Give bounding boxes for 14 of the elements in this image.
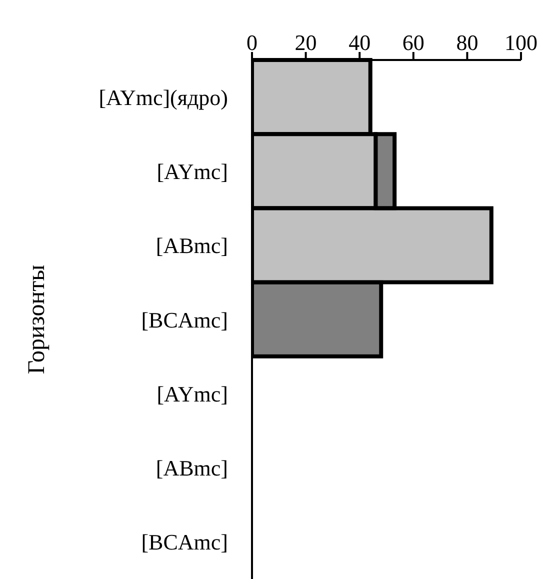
y-tick-label: [AYmc] — [156, 381, 228, 406]
x-tick-label: 100 — [504, 30, 538, 55]
y-tick-label: [BCAmc] — [141, 530, 228, 555]
y-tick-label: [AYmc] — [156, 159, 228, 184]
x-tick-label: 20 — [294, 30, 317, 55]
x-tick-label: 0 — [246, 30, 258, 55]
y-tick-label: [ABmc] — [156, 456, 228, 481]
y-tick-label: [ABmc] — [156, 233, 228, 258]
x-tick-label: 60 — [402, 30, 424, 55]
x-tick-label: 80 — [456, 30, 478, 55]
x-tick-label: 40 — [348, 30, 371, 55]
y-axis-title: Горизонты — [24, 264, 52, 374]
y-tick-label: [AYmc](ядро) — [98, 84, 228, 110]
y-tick-label: [BCAmc] — [141, 307, 228, 332]
